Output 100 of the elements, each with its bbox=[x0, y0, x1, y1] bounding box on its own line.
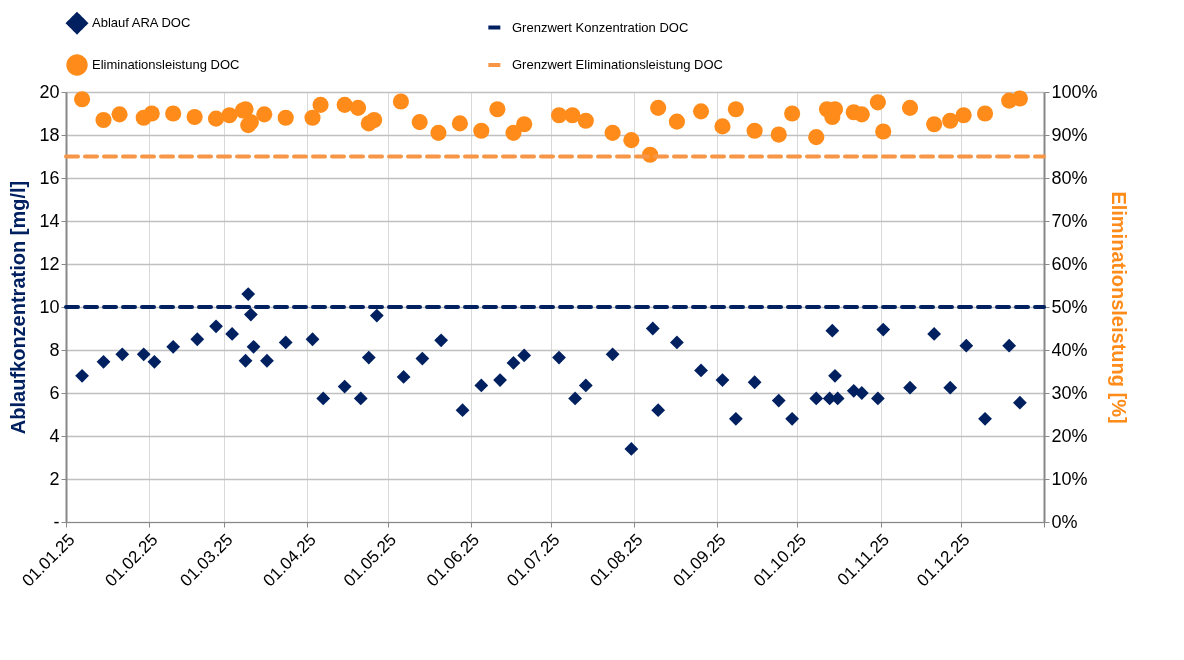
point bbox=[305, 332, 320, 347]
point bbox=[238, 353, 253, 368]
point bbox=[411, 114, 428, 131]
y-tick-label: 18 bbox=[39, 124, 60, 145]
y2-tick-label: 50% bbox=[1051, 296, 1088, 317]
point bbox=[771, 393, 786, 408]
point bbox=[186, 108, 203, 125]
point bbox=[746, 122, 763, 139]
point bbox=[714, 118, 731, 135]
y2-tick-label: 80% bbox=[1051, 167, 1088, 188]
point bbox=[493, 373, 507, 387]
point bbox=[568, 391, 582, 406]
point bbox=[645, 321, 660, 336]
point bbox=[451, 115, 468, 132]
y-tick-label: - bbox=[53, 511, 60, 532]
point bbox=[577, 112, 594, 129]
point bbox=[366, 111, 383, 128]
y2-tick-label: 0% bbox=[1051, 511, 1078, 532]
point bbox=[784, 105, 801, 122]
point bbox=[473, 122, 490, 139]
y-tick-label: 2 bbox=[49, 468, 60, 489]
point bbox=[434, 333, 449, 348]
point bbox=[260, 353, 274, 368]
point bbox=[96, 354, 111, 369]
point bbox=[604, 124, 621, 141]
y-tick-label: 8 bbox=[49, 339, 60, 360]
point bbox=[605, 347, 620, 362]
legend-label: Grenzwert Eliminationsleistung DOC bbox=[512, 57, 723, 72]
y2-axis-title: Eliminationsleistung [%] bbox=[1107, 191, 1130, 424]
point bbox=[246, 339, 261, 354]
point bbox=[976, 105, 994, 122]
point bbox=[278, 335, 293, 350]
point bbox=[876, 322, 891, 337]
point bbox=[927, 326, 942, 341]
point bbox=[770, 126, 787, 143]
point bbox=[978, 411, 992, 426]
y-tick-label: 14 bbox=[39, 210, 60, 231]
y-tick-label: 6 bbox=[49, 382, 60, 403]
point bbox=[147, 354, 162, 369]
y-tick-label: 4 bbox=[49, 425, 60, 446]
point bbox=[75, 368, 89, 383]
point bbox=[959, 338, 974, 353]
point bbox=[1012, 395, 1027, 410]
point bbox=[650, 99, 667, 116]
point bbox=[353, 391, 368, 406]
point bbox=[396, 369, 411, 384]
y-tick-label: 12 bbox=[39, 253, 60, 274]
point bbox=[415, 351, 430, 366]
point bbox=[209, 319, 223, 334]
point bbox=[1002, 338, 1017, 353]
point bbox=[336, 96, 353, 113]
point bbox=[74, 91, 91, 108]
point bbox=[190, 332, 205, 347]
point bbox=[694, 363, 708, 378]
point bbox=[277, 109, 294, 126]
y-tick-label: 10 bbox=[39, 296, 60, 317]
point bbox=[903, 380, 917, 395]
point bbox=[785, 411, 800, 426]
point bbox=[651, 403, 666, 418]
point bbox=[361, 350, 376, 365]
point bbox=[166, 339, 181, 354]
y-axis-title: Ablaufkonzentration [mg/l] bbox=[7, 180, 30, 435]
point bbox=[111, 106, 128, 123]
y-tick-label: 16 bbox=[39, 167, 60, 188]
point bbox=[875, 123, 892, 140]
point bbox=[623, 132, 640, 149]
point bbox=[369, 308, 384, 323]
point bbox=[828, 368, 842, 383]
point bbox=[552, 350, 566, 365]
point bbox=[517, 348, 532, 363]
y2-tick-label: 100% bbox=[1051, 81, 1098, 102]
point bbox=[926, 116, 943, 133]
point bbox=[747, 375, 762, 390]
point bbox=[943, 380, 958, 395]
point bbox=[692, 103, 710, 120]
point bbox=[136, 347, 151, 362]
point bbox=[578, 378, 593, 393]
point bbox=[304, 109, 321, 126]
point bbox=[506, 356, 521, 370]
y2-tick-label: 70% bbox=[1051, 210, 1088, 231]
point bbox=[243, 307, 258, 322]
point bbox=[1011, 90, 1028, 107]
point bbox=[143, 105, 160, 122]
point bbox=[715, 373, 730, 387]
point bbox=[668, 113, 685, 130]
point bbox=[809, 391, 824, 406]
point bbox=[312, 96, 329, 113]
point bbox=[825, 323, 840, 338]
point bbox=[225, 326, 240, 341]
y2-tick-label: 20% bbox=[1051, 425, 1088, 446]
legend-label: Eliminationsleistung DOC bbox=[92, 57, 240, 72]
point bbox=[808, 129, 825, 146]
point bbox=[854, 386, 869, 400]
point bbox=[728, 411, 743, 426]
point bbox=[727, 101, 744, 118]
point bbox=[165, 105, 182, 122]
point bbox=[95, 111, 112, 128]
point bbox=[489, 101, 506, 118]
point bbox=[670, 335, 684, 350]
point bbox=[256, 106, 273, 123]
